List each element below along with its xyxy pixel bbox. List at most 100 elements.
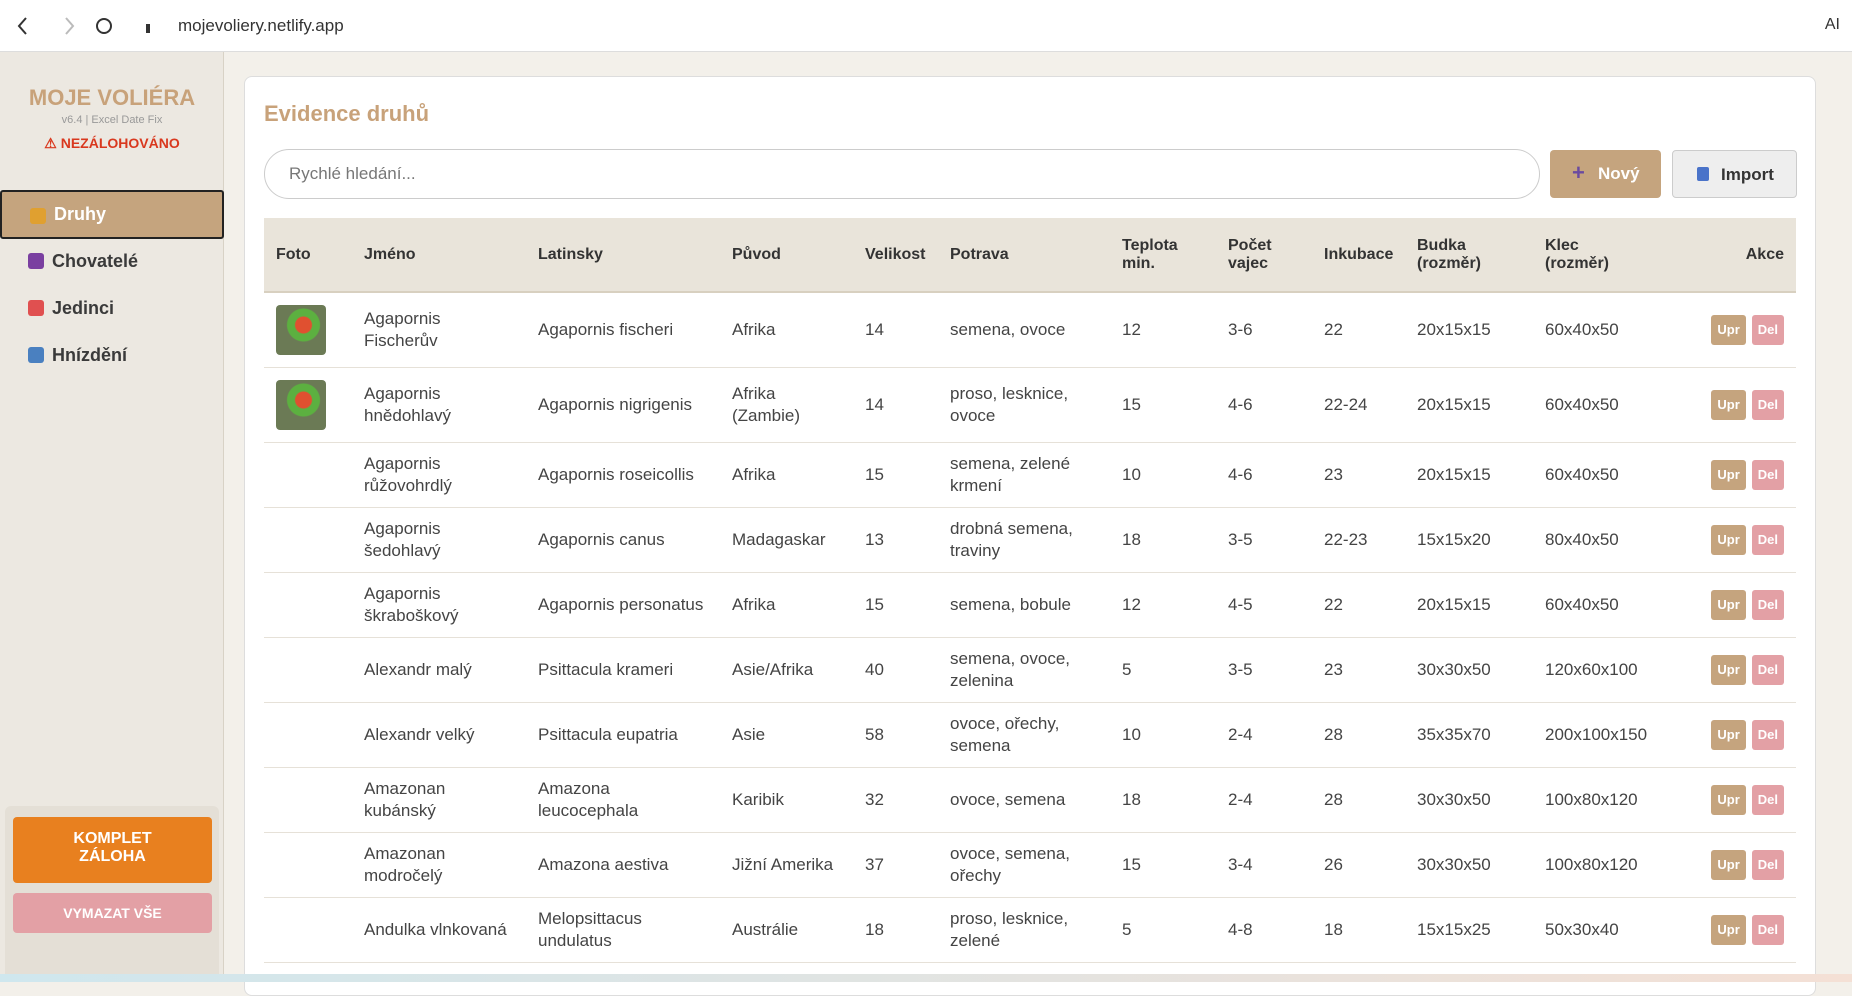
table-cell: 58 <box>853 702 938 768</box>
table-cell: 37 <box>853 832 938 898</box>
action-button[interactable]: Del <box>1751 389 1784 420</box>
nav-icon <box>28 253 44 269</box>
table-cell: 15x15x25 <box>1405 897 1533 963</box>
url[interactable]: mojevoliery.netlify.app <box>178 16 344 35</box>
photo-cell <box>264 572 352 638</box>
table-cell: 100x80x120 <box>1533 767 1643 833</box>
table-cell: 3-5 <box>1216 637 1312 703</box>
actions-cell: Upr Del <box>1643 442 1796 508</box>
ai-button[interactable]: AI <box>1824 16 1840 33</box>
table-cell: 60x40x50 <box>1533 292 1643 368</box>
table-cell: Alexandr velký <box>352 702 526 768</box>
column-header: Původ <box>720 218 853 293</box>
action-button[interactable]: Upr <box>1711 719 1746 750</box>
table-cell: 20x15x15 <box>1405 367 1533 443</box>
action-button[interactable]: Del <box>1751 589 1784 620</box>
species-table: Foto Jméno Latinsky Původ Velikost Potrava Tep… <box>264 218 1796 963</box>
table-cell: Agapornis Fischerův <box>352 292 526 368</box>
photo-cell <box>264 767 352 833</box>
column-header: Latinsky <box>526 218 720 293</box>
nav-icons <box>17 17 150 35</box>
nav-item[interactable]: Hnízdění <box>0 331 224 380</box>
action-button[interactable]: Del <box>1751 784 1784 815</box>
action-button[interactable]: Upr <box>1711 654 1746 685</box>
table-cell: Agapornis hnědohlavý <box>352 367 526 443</box>
table-cell: 18 <box>1110 507 1216 573</box>
table-cell: Afrika <box>720 292 853 368</box>
action-button[interactable]: Del <box>1751 524 1784 555</box>
new-button[interactable]: + Nový <box>1550 150 1661 198</box>
photo <box>276 379 326 430</box>
actions-cell: Upr Del <box>1643 637 1796 703</box>
table-cell: 32 <box>853 767 938 833</box>
table-cell: 3-5 <box>1216 507 1312 573</box>
table-cell: Madagaskar <box>720 507 853 573</box>
backup-button[interactable]: KOMPLET ZÁLOHA <box>13 817 212 883</box>
table-cell: 26 <box>1312 832 1405 898</box>
action-button[interactable]: Upr <box>1711 914 1746 945</box>
nav-item[interactable]: Jedinci <box>0 284 224 333</box>
table-cell: 12 <box>1110 572 1216 638</box>
action-button[interactable]: Del <box>1751 719 1784 750</box>
table-cell: semena, bobule <box>938 572 1110 638</box>
photo-cell <box>264 442 352 508</box>
table-cell: 18 <box>853 897 938 963</box>
actions-cell: Upr Del <box>1643 572 1796 638</box>
table-cell: Amazona leucocephala <box>526 767 720 833</box>
table-cell: Amazonan modročelý <box>352 832 526 898</box>
table-cell: Melopsittacus undulatus <box>526 897 720 963</box>
table-cell: proso, lesknice, zelené <box>938 897 1110 963</box>
table-cell: proso, lesknice, ovoce <box>938 367 1110 443</box>
table-cell: 12 <box>1110 292 1216 368</box>
action-button[interactable]: Del <box>1751 914 1784 945</box>
nav-icon <box>28 300 44 316</box>
action-button[interactable]: Del <box>1751 654 1784 685</box>
table-cell: 10 <box>1110 702 1216 768</box>
action-button[interactable]: Upr <box>1711 524 1746 555</box>
action-button[interactable]: Upr <box>1711 849 1746 880</box>
action-button[interactable]: Upr <box>1711 589 1746 620</box>
action-button[interactable]: Upr <box>1711 784 1746 815</box>
table-cell: 15 <box>853 572 938 638</box>
table-cell: 14 <box>853 367 938 443</box>
page-title: Evidence druhů <box>264 101 430 126</box>
column-header: Počet vajec <box>1216 218 1312 293</box>
action-button[interactable]: Upr <box>1711 314 1746 345</box>
action-button[interactable]: Del <box>1751 314 1784 345</box>
actions-cell: Upr Del <box>1643 507 1796 573</box>
action-button[interactable]: Del <box>1751 459 1784 490</box>
table-cell: 30x30x50 <box>1405 767 1533 833</box>
actions-cell: Upr Del <box>1643 702 1796 768</box>
action-button[interactable]: Del <box>1751 849 1784 880</box>
table-cell: 5 <box>1110 897 1216 963</box>
column-header: Potrava <box>938 218 1110 293</box>
nav-item[interactable]: Druhy <box>0 190 224 239</box>
table-cell: Jižní Amerika <box>720 832 853 898</box>
import-button[interactable]: Import <box>1672 150 1797 198</box>
column-header: Budka (rozměr) <box>1405 218 1533 293</box>
import-label: Import <box>1721 165 1774 184</box>
table-cell: drobná semena, traviny <box>938 507 1110 573</box>
column-header: Inkubace <box>1312 218 1405 293</box>
table-cell: ovoce, semena <box>938 767 1110 833</box>
photo-cell <box>264 507 352 573</box>
table-cell: 3-6 <box>1216 292 1312 368</box>
table-cell: Asie <box>720 702 853 768</box>
clear-button[interactable]: VYMAZAT VŠE <box>13 893 212 933</box>
table-cell: 3-4 <box>1216 832 1312 898</box>
table-cell: 100x80x120 <box>1533 832 1643 898</box>
table-cell: 4-8 <box>1216 897 1312 963</box>
photo-cell <box>264 832 352 898</box>
action-button[interactable]: Upr <box>1711 389 1746 420</box>
table-cell: Agapornis nigrigenis <box>526 367 720 443</box>
nav-item[interactable]: Chovatelé <box>0 237 224 286</box>
table-cell: Asie/Afrika <box>720 637 853 703</box>
table-cell: 13 <box>853 507 938 573</box>
search[interactable]: Rychlé hledání... <box>264 149 1540 199</box>
table-cell: 15x15x20 <box>1405 507 1533 573</box>
column-header: Klec (rozměr) <box>1533 218 1643 293</box>
action-button[interactable]: Upr <box>1711 459 1746 490</box>
main-card: Evidence druhů Rychlé hledání... + Nový I… <box>244 76 1816 996</box>
photo-cell <box>264 897 352 963</box>
